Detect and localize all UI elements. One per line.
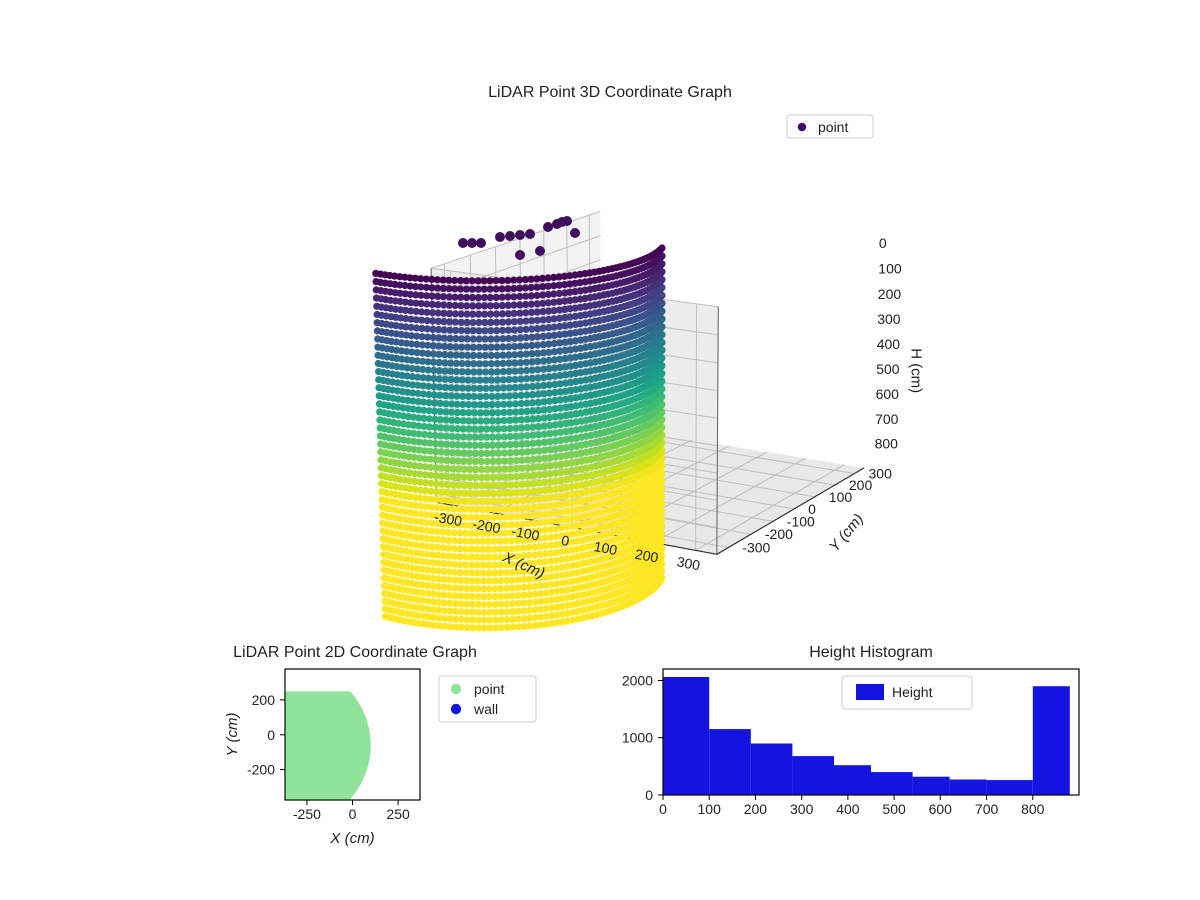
svg-text:0: 0 <box>879 235 887 251</box>
svg-text:Height: Height <box>892 684 933 700</box>
svg-text:1000: 1000 <box>622 730 653 746</box>
svg-text:Y (cm): Y (cm) <box>224 713 241 757</box>
svg-text:200: 200 <box>252 692 276 708</box>
svg-text:250: 250 <box>386 806 410 822</box>
svg-text:point: point <box>474 681 504 697</box>
svg-text:LiDAR Point 3D Coordinate Grap: LiDAR Point 3D Coordinate Graph <box>488 84 732 101</box>
svg-text:0: 0 <box>659 801 667 817</box>
svg-text:X (cm): X (cm) <box>329 830 374 847</box>
svg-text:0: 0 <box>808 501 816 517</box>
svg-text:700: 700 <box>975 801 999 817</box>
svg-text:2000: 2000 <box>622 673 653 689</box>
svg-text:point: point <box>818 119 848 135</box>
svg-text:800: 800 <box>875 435 899 451</box>
svg-text:300: 300 <box>869 466 893 482</box>
svg-text:-250: -250 <box>293 806 321 822</box>
svg-text:800: 800 <box>1021 801 1045 817</box>
svg-text:400: 400 <box>877 336 901 352</box>
svg-text:200: 200 <box>744 801 768 817</box>
svg-text:600: 600 <box>876 386 900 402</box>
svg-text:wall: wall <box>473 701 498 717</box>
svg-text:100: 100 <box>698 801 722 817</box>
svg-text:500: 500 <box>876 361 900 377</box>
svg-text:400: 400 <box>836 801 860 817</box>
svg-text:-200: -200 <box>247 762 275 778</box>
svg-text:300: 300 <box>790 801 814 817</box>
svg-text:600: 600 <box>929 801 953 817</box>
svg-text:0: 0 <box>645 787 653 803</box>
svg-text:200: 200 <box>878 286 902 302</box>
svg-text:300: 300 <box>877 311 901 327</box>
svg-text:H (cm): H (cm) <box>907 348 924 393</box>
svg-text:0: 0 <box>349 806 357 822</box>
svg-text:100: 100 <box>878 260 902 276</box>
svg-text:Height Histogram: Height Histogram <box>809 644 933 661</box>
svg-text:LiDAR Point 2D Coordinate Grap: LiDAR Point 2D Coordinate Graph <box>233 644 477 661</box>
svg-text:500: 500 <box>882 801 906 817</box>
svg-text:0: 0 <box>267 727 275 743</box>
svg-text:700: 700 <box>875 411 899 427</box>
